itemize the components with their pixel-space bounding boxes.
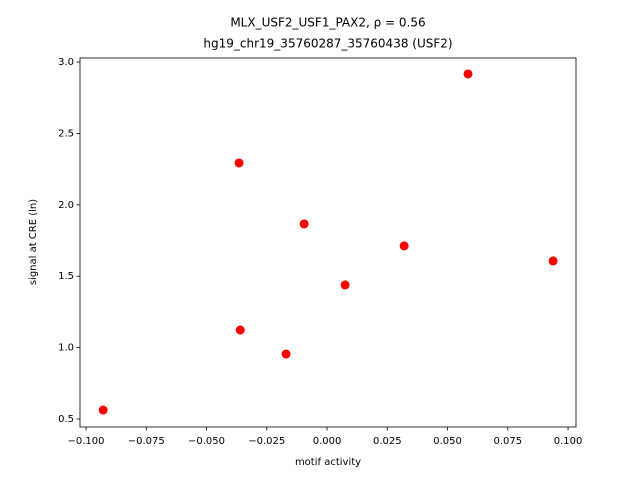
point xyxy=(340,280,350,290)
x-tick-label: 0.050 xyxy=(433,436,462,447)
y-tick-label: 2.5 xyxy=(58,128,74,139)
x-tick-label: −0.050 xyxy=(188,436,225,447)
point xyxy=(235,325,245,335)
point xyxy=(399,241,409,251)
x-tick-label: −0.100 xyxy=(68,436,105,447)
x-tick-label: −0.075 xyxy=(128,436,165,447)
x-tick-label: −0.025 xyxy=(248,436,285,447)
chart-subtitle: hg19_chr19_35760287_35760438 (USF2) xyxy=(203,37,452,51)
x-tick-label: 0.000 xyxy=(313,436,342,447)
y-tick-label: 0.5 xyxy=(58,414,74,425)
x-tick-label: 0.025 xyxy=(373,436,402,447)
x-tick-label: 0.075 xyxy=(493,436,522,447)
point xyxy=(281,349,291,359)
point xyxy=(98,405,108,415)
point xyxy=(548,256,558,266)
y-tick-label: 3.0 xyxy=(58,57,74,68)
y-axis-label: signal at CRE (ln) xyxy=(28,199,39,285)
x-tick-label: 0.100 xyxy=(554,436,583,447)
chart-title: MLX_USF2_USF1_PAX2, ρ = 0.56 xyxy=(230,16,425,30)
y-tick-label: 1.0 xyxy=(58,343,74,354)
y-tick-label: 2.0 xyxy=(58,200,74,211)
point xyxy=(463,69,473,79)
y-tick-label: 1.5 xyxy=(58,271,74,282)
point xyxy=(299,219,309,229)
x-axis-label: motif activity xyxy=(295,457,361,468)
point xyxy=(234,158,244,168)
plot-frame xyxy=(79,57,577,428)
